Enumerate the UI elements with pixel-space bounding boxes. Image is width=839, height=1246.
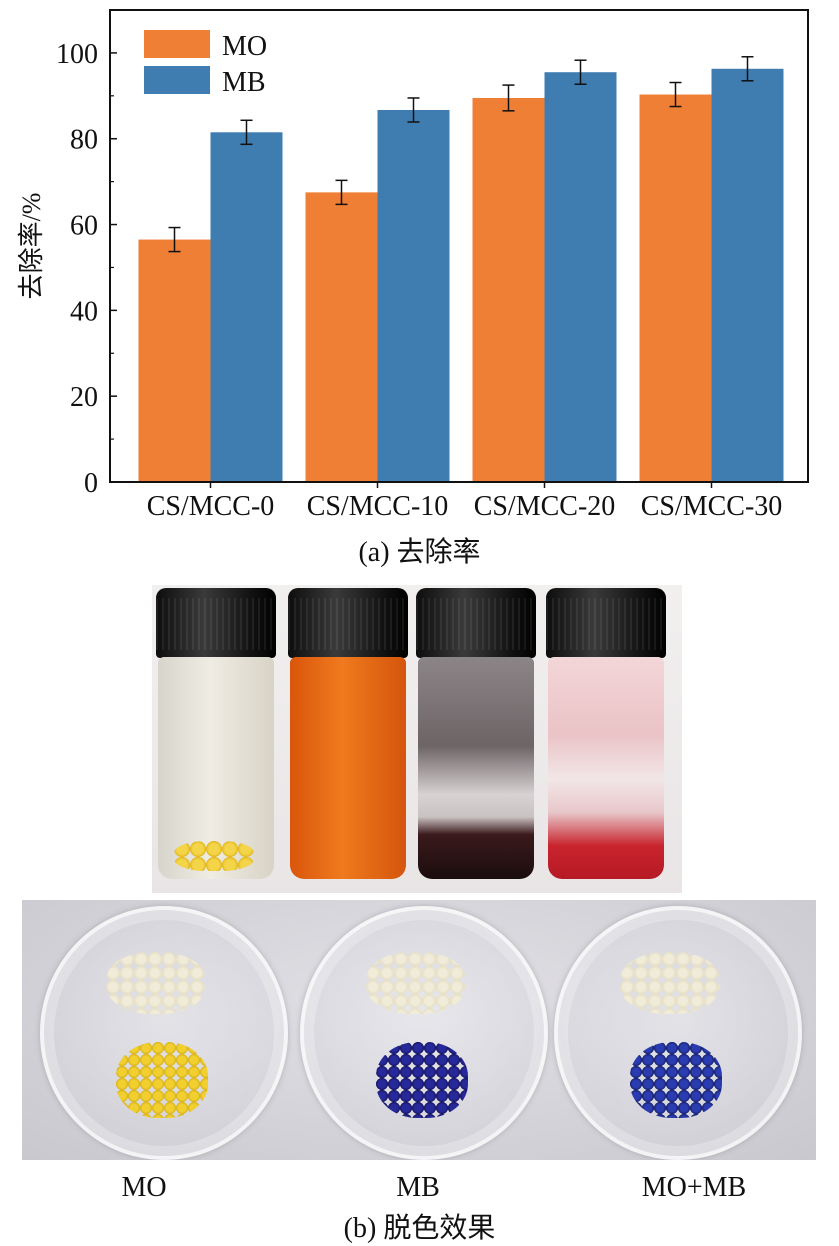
petri-dish-mb [300,906,548,1160]
plot-frame [109,9,809,483]
bar-mo-0 [138,239,211,482]
legend-label-mo: MO [222,31,267,62]
photo-label-mo-mb: MO+MB [641,1172,747,1203]
vials-photo [152,585,682,893]
bar-mb-0 [210,132,283,483]
y-tick-label-2: 40 [70,296,98,327]
y-tick-label-0: 0 [84,468,98,499]
bar-mo-1 [305,192,378,482]
y-tick-label-4: 80 [70,125,98,156]
legend-label-mb: MB [222,67,266,98]
photo-label-mo: MO [121,1172,167,1203]
bar-mb-2 [544,72,617,482]
photo-label-mb: MB [396,1172,440,1203]
bar-mb-1 [377,109,450,482]
y-axis-label: 去除率/% [17,193,46,300]
y-tick-label-5: 100 [56,39,98,70]
caption-a: (a) 去除率 [358,537,481,568]
legend-swatch-mo [144,30,210,58]
x-tick-label-0: CS/MCC-0 [147,491,275,520]
x-tick-label-2: CS/MCC-20 [474,491,616,520]
bar-mb-3 [711,68,784,482]
petri-dish-mo-mb [554,906,802,1160]
vial-4 [544,585,668,885]
bar-chart: CS/MCC-0 CS/MCC-10 CS/MCC-20 CS/MCC-30 0 20 40… [17,9,809,520]
caption-b: (b) 脱色效果 [343,1213,496,1244]
petri-dish-mo [40,906,288,1160]
y-tick-label-1: 20 [70,382,98,413]
y-tick-label-3: 60 [70,211,98,242]
x-tick-label-3: CS/MCC-30 [641,491,783,520]
bar-mo-3 [639,94,712,482]
bar-mo-2 [472,97,545,483]
legend-swatch-mb [144,66,210,94]
vial-2 [286,585,410,885]
x-tick-label-1: CS/MCC-10 [307,491,449,520]
vial-3 [414,585,538,885]
vial-1 [154,585,278,885]
petri-photo [22,900,816,1160]
